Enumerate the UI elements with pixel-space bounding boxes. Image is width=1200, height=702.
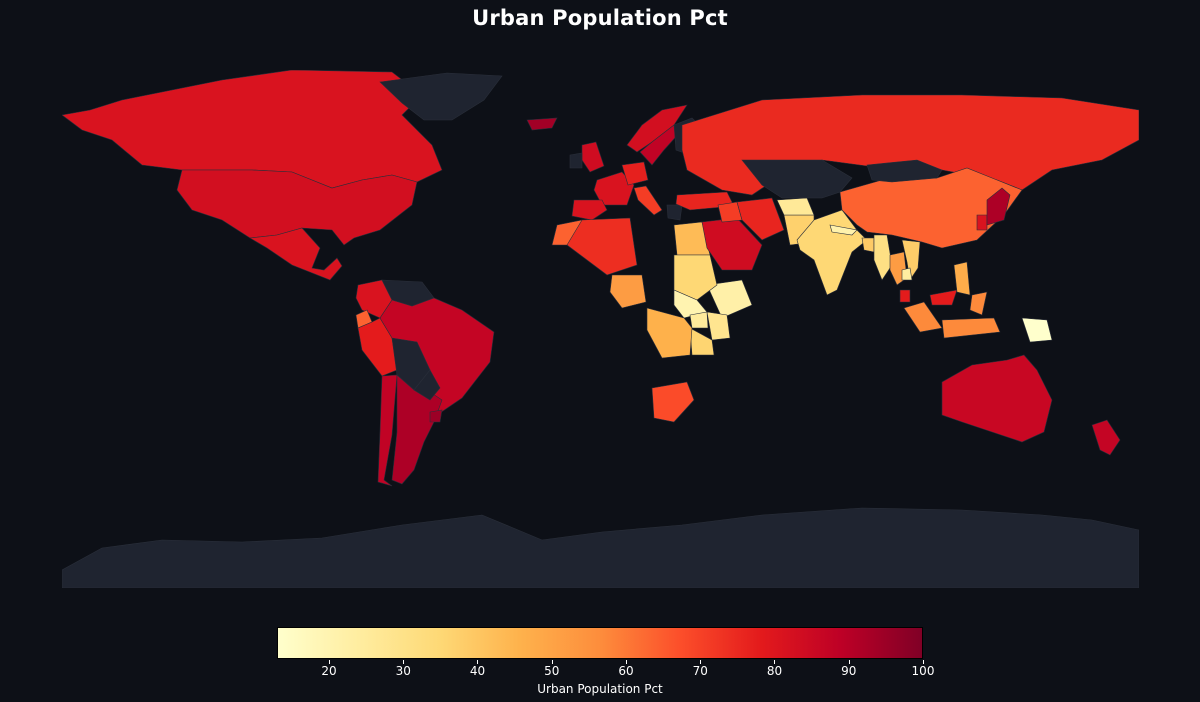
region-germany [621,161,649,186]
region-south-africa [651,381,695,423]
region-ireland [569,152,583,169]
region-south-korea [976,214,988,231]
region-papua-new-guinea [1021,317,1053,343]
region-bangladesh [861,237,875,253]
region-united-states [176,169,418,246]
region-france [593,171,635,206]
colorbar-tick-label: 100 [911,664,935,678]
region-tanzania [689,327,715,356]
colorbar-tick-mark [403,660,405,664]
colorbar-tick-mark [625,660,627,664]
region-china [839,167,1023,249]
region-malaysia [899,289,958,306]
region-afghanistan [776,197,815,216]
colorbar-ticks: 20 30 40 50 60 70 80 90 100 [277,660,934,680]
region-nepal [829,224,858,236]
colorbar-tick-mark [774,660,776,664]
region-antarctica [62,507,1139,588]
colorbar-tick-mark [848,660,850,664]
region-mongolia [866,159,943,183]
colorbar-tick-label: 40 [469,664,486,678]
region-myanmar [873,234,893,281]
region-united-kingdom [581,141,605,173]
region-kenya [706,311,731,341]
region-mexico [249,227,343,281]
region-brazil [379,297,495,416]
region-uruguay [429,409,443,423]
colorbar-tick-mark [700,660,702,664]
region-dr-congo [646,307,693,359]
region-new-zealand [1091,419,1121,456]
region-norway [626,104,688,153]
colorbar [277,627,923,659]
region-cambodia [901,267,913,281]
region-ethiopia [706,279,753,319]
page-title: Urban Population Pct [472,6,728,30]
colorbar-tick-mark [477,660,479,664]
colorbar-tick-label: 90 [841,664,857,678]
colorbar-tick-label: 30 [395,664,411,678]
colorbar-tick-mark [923,660,924,664]
region-greenland [379,72,503,121]
region-australia [941,354,1053,443]
region-uganda [689,311,709,329]
region-spain [571,199,608,221]
region-philippines [953,261,971,296]
world-map [62,70,1139,588]
region-iran [736,197,785,241]
region-japan [986,187,1011,226]
region-paraguay [413,369,441,401]
region-algeria [566,217,638,276]
region-sudan [673,254,718,301]
region-vietnam [901,239,921,281]
colorbar-label: Urban Population Pct [537,682,663,696]
region-chile [377,374,398,487]
colorbar-tick-label: 70 [692,664,708,678]
colorbar-tick-label: 50 [544,664,560,678]
colorbar-tick-label: 20 [321,664,337,678]
region-iceland [526,117,558,131]
colorbar-tick-mark [551,660,553,664]
colorbar-tick-label: 60 [618,664,634,678]
region-nigeria [609,274,647,309]
region-greece [666,204,683,221]
colorbar-tick-label: 80 [766,664,783,678]
region-kazakhstan [741,159,853,199]
region-canada [62,70,443,189]
region-italy [633,185,663,216]
colorbar-tick-mark [328,660,330,664]
region-indonesia [903,291,1001,339]
